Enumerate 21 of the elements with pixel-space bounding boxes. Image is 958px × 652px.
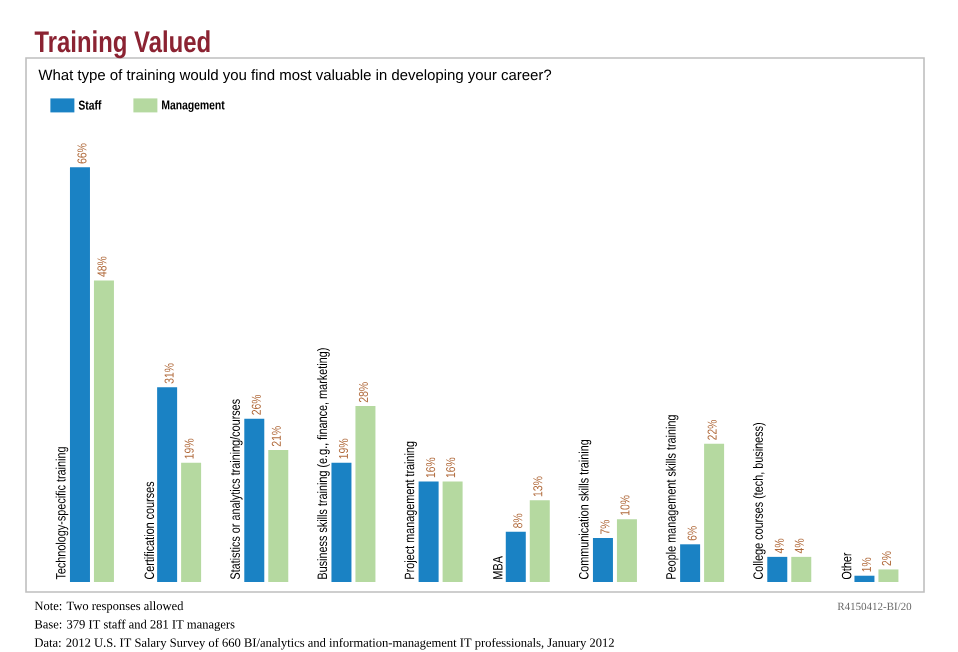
bar [331, 462, 352, 582]
bar [69, 167, 90, 582]
bar [791, 556, 812, 582]
bar [704, 443, 725, 582]
bar [616, 519, 637, 582]
bar [244, 418, 265, 582]
bar [680, 544, 701, 582]
bar [181, 462, 202, 582]
bar [767, 556, 788, 582]
bar [442, 481, 463, 582]
bar [418, 481, 439, 582]
bar [592, 538, 613, 582]
bar [93, 280, 114, 582]
chart-title: Training Valued [34, 30, 210, 59]
bar [505, 531, 526, 582]
bar [157, 387, 178, 582]
bar [529, 500, 550, 582]
bar [854, 575, 875, 582]
bar [268, 450, 289, 582]
bar [878, 569, 899, 582]
bar [355, 406, 376, 582]
